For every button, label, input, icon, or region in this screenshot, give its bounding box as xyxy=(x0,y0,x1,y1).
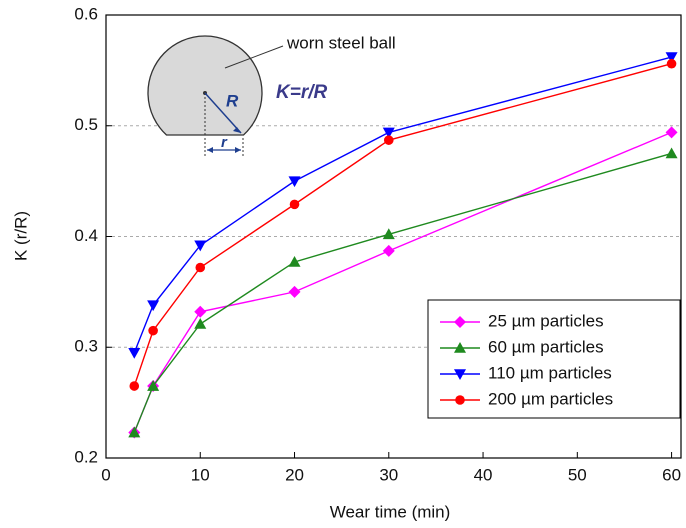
annotation: R xyxy=(226,91,239,110)
x-tick-label: 0 xyxy=(101,465,110,484)
point xyxy=(147,300,160,312)
series-line xyxy=(133,63,672,387)
inset-diagram: worn steel ball R r K=r/R xyxy=(147,33,396,156)
x-tick-label: 60 xyxy=(662,465,681,484)
leader-line xyxy=(224,45,284,69)
legend-label: 200 µm particles xyxy=(488,389,613,408)
ball-shape xyxy=(147,35,263,136)
point xyxy=(454,342,466,353)
y-axis-title: K (r/R) xyxy=(11,211,30,261)
y-tick-label: 0.2 xyxy=(74,447,98,466)
point xyxy=(665,126,678,139)
arrow-head xyxy=(233,127,241,133)
series-line xyxy=(133,152,672,433)
point xyxy=(194,240,207,252)
legend-label: 25 µm particles xyxy=(488,311,604,330)
point xyxy=(665,52,678,64)
x-axis-title: Wear time (min) xyxy=(330,502,451,521)
x-tick-label: 40 xyxy=(474,465,493,484)
annotation: r xyxy=(221,134,228,151)
point xyxy=(455,395,465,405)
point xyxy=(148,325,158,336)
point xyxy=(665,147,678,159)
point xyxy=(454,369,466,380)
point xyxy=(195,262,206,273)
y-tick-label: 0.4 xyxy=(74,226,98,245)
point xyxy=(129,381,140,391)
point xyxy=(382,228,395,240)
point xyxy=(128,347,141,359)
point xyxy=(194,305,207,318)
plot-frame xyxy=(105,14,682,459)
point xyxy=(288,255,301,267)
point xyxy=(666,58,677,69)
x-tick-label: 30 xyxy=(379,465,398,484)
point xyxy=(382,127,395,139)
x-tick-label: 20 xyxy=(285,465,304,484)
point xyxy=(288,285,301,298)
point xyxy=(194,317,207,329)
y-tick-label: 0.6 xyxy=(74,4,98,23)
y-tick-label: 0.3 xyxy=(74,337,98,356)
point xyxy=(289,199,300,210)
point xyxy=(454,316,466,328)
point xyxy=(382,244,395,257)
radius-arrow xyxy=(204,92,242,134)
x-tick-label: 50 xyxy=(568,465,587,484)
annotation: K=r/R xyxy=(276,82,327,103)
series-line xyxy=(133,56,672,354)
point xyxy=(383,135,394,145)
annotation: worn steel ball xyxy=(286,33,396,52)
point xyxy=(128,426,141,438)
legend-label: 60 µm particles xyxy=(488,337,604,356)
x-tick-label: 10 xyxy=(191,465,210,484)
legend-label: 110 µm particles xyxy=(488,363,612,382)
point xyxy=(288,176,301,188)
point xyxy=(147,380,160,391)
y-tick-label: 0.5 xyxy=(74,115,98,134)
legend-box xyxy=(427,299,681,419)
